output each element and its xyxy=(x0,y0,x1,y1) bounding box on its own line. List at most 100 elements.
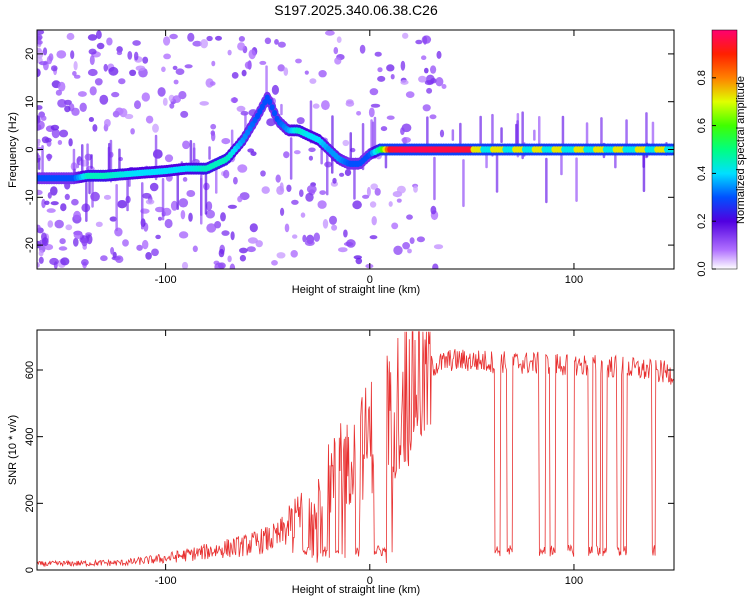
spectrogram-noise-cell xyxy=(306,184,317,194)
spectrogram-noise-cell xyxy=(126,176,129,212)
spectrogram-noise-cell xyxy=(432,263,439,269)
spectrogram-noise-cell xyxy=(96,42,105,50)
spectrogram-noise-cell xyxy=(331,224,338,231)
spectrogram-noise-cell xyxy=(44,200,50,205)
spectrogram-noise-cell xyxy=(405,91,415,98)
spectrogram-noise-cell xyxy=(206,35,213,42)
spectrogram-noise-cell xyxy=(135,65,146,71)
spectrogram-noise-cell xyxy=(108,66,119,76)
snr-xtick-label: 100 xyxy=(565,575,583,587)
spectrogram-noise-cell xyxy=(377,67,383,73)
spectrogram-noise-cell xyxy=(50,124,60,131)
spectrogram-noise-cell xyxy=(370,183,379,190)
spectrogram-noise-cell xyxy=(188,212,193,222)
spectrogram-noise-cell xyxy=(211,131,216,142)
spectrogram-noise-cell xyxy=(377,75,386,82)
spectrogram-noise-cell xyxy=(356,111,362,116)
spectrogram-noise-cell xyxy=(346,239,356,248)
spectrogram-noise-cell xyxy=(149,182,159,192)
spectrogram-noise-cell xyxy=(134,51,139,61)
spectrogram-noise-cell xyxy=(152,123,159,133)
spectrogram-noise-cell xyxy=(162,97,168,106)
spectrogram-noise-cell xyxy=(42,237,49,247)
spectrogram-noise-cell xyxy=(236,105,246,112)
spectrogram-noise-cell xyxy=(64,105,71,113)
spectrogram-noise-cell xyxy=(459,122,462,148)
spectrogram-noise-cell xyxy=(218,248,225,258)
spectrogram-noise-cell xyxy=(46,208,56,213)
spectrogram-noise-cell xyxy=(424,67,429,74)
spectrogram-xtick-label: 0 xyxy=(367,274,373,286)
spectrogram-ytick-label: -20 xyxy=(24,237,36,253)
spectrogram-noise-cell xyxy=(344,168,352,177)
spectrogram-noise-cell xyxy=(284,223,290,233)
spectrogram-noise-cell xyxy=(625,119,628,152)
spectrogram-noise-cell xyxy=(415,39,423,45)
spectrogram-noise-cell xyxy=(300,212,306,218)
spectrogram-noise-cell xyxy=(37,105,43,110)
spectrogram-noise-cell xyxy=(37,115,41,124)
spectrogram-noise-cell xyxy=(142,239,149,250)
spectrogram-noise-cell xyxy=(533,129,536,141)
spectrogram-noise-cell xyxy=(317,200,327,209)
spectrogram-noise-cell xyxy=(279,182,284,192)
spectrogram-noise-cell xyxy=(180,110,189,118)
spectrogram-noise-cell xyxy=(336,36,342,43)
spectrogram-noise-cell xyxy=(333,47,339,55)
spectrogram-noise-cell xyxy=(189,140,193,169)
spectrogram-noise-cell xyxy=(407,248,412,254)
spectrogram-noise-cell xyxy=(433,244,444,250)
snr-ytick-label: 400 xyxy=(24,427,36,445)
spectrogram-noise-cell xyxy=(122,239,129,247)
spectrogram-noise-cell xyxy=(261,186,270,194)
spectrogram-noise-cell xyxy=(402,32,409,39)
spectrogram-noise-cell xyxy=(38,256,44,264)
spectrogram-noise-cell xyxy=(86,234,93,245)
colorbar: 0.0 0.2 0.4 0.6 0.8 Normalized spectral ampl… xyxy=(696,29,747,277)
spectrogram-noise-cell xyxy=(209,81,216,86)
spectrogram-noise-cell xyxy=(353,166,356,200)
spectrogram-noise-cell xyxy=(374,51,382,57)
spectrogram-ytick-label: 20 xyxy=(24,48,36,60)
spectrogram-noise-cell xyxy=(435,77,444,87)
spectrogram-noise-cell xyxy=(158,216,162,221)
spectrogram-noise-cell xyxy=(60,203,67,212)
spectrogram-noise-cell xyxy=(99,94,109,105)
spectrogram-noise-cell xyxy=(400,127,405,135)
spectrogram-noise-cell xyxy=(304,240,315,246)
spectrogram-noise-cell xyxy=(422,35,428,45)
spectrogram-noise-cell xyxy=(115,184,118,232)
spectrogram-noise-cell xyxy=(157,87,166,97)
spectrogram-noise-cell xyxy=(37,189,43,196)
spectrogram-noise-cell xyxy=(250,151,257,157)
spectrogram-noise-cell xyxy=(355,257,363,265)
spectrogram-noise-cell xyxy=(359,44,366,54)
snr-xlabel: Height of straight line (km) xyxy=(292,584,420,596)
spectrogram-ytick-label: 10 xyxy=(24,96,36,108)
spectrogram-noise-cell xyxy=(230,97,239,103)
spectrogram-noise-cell xyxy=(145,252,152,260)
spectrogram-noise-cell xyxy=(132,40,141,46)
spectrogram-noise-cell xyxy=(200,174,203,216)
spectrogram-noise-cell xyxy=(338,247,348,253)
spectrogram-noise-cell xyxy=(366,186,371,197)
spectrogram-noise-cell xyxy=(271,260,278,266)
spectrogram-noise-cell xyxy=(229,263,236,269)
spectrogram-noise-cell xyxy=(64,193,70,200)
spectrogram-noise-cell xyxy=(172,65,178,70)
spectrogram-noise-cell xyxy=(264,37,272,45)
spectrogram-noise-cell xyxy=(585,122,589,148)
spectrogram-noise-cell xyxy=(37,224,41,230)
spectrogram-noise-cell xyxy=(345,100,355,107)
spectrogram-noise-cell xyxy=(72,71,77,76)
spectrogram-noise-cell xyxy=(192,40,202,47)
spectrogram-noise-cell xyxy=(116,46,123,53)
spectrogram-noise-cell xyxy=(109,216,118,222)
spectrogram-noise-cell xyxy=(57,140,63,145)
spectrogram-noise-cell xyxy=(292,234,298,239)
spectrogram-noise-cell xyxy=(54,219,64,229)
spectrogram-noise-cell xyxy=(71,107,80,116)
spectrogram-noise-cell xyxy=(416,236,425,243)
spectrogram-noise-cell xyxy=(178,231,189,239)
spectrogram-noise-cell xyxy=(241,69,247,77)
